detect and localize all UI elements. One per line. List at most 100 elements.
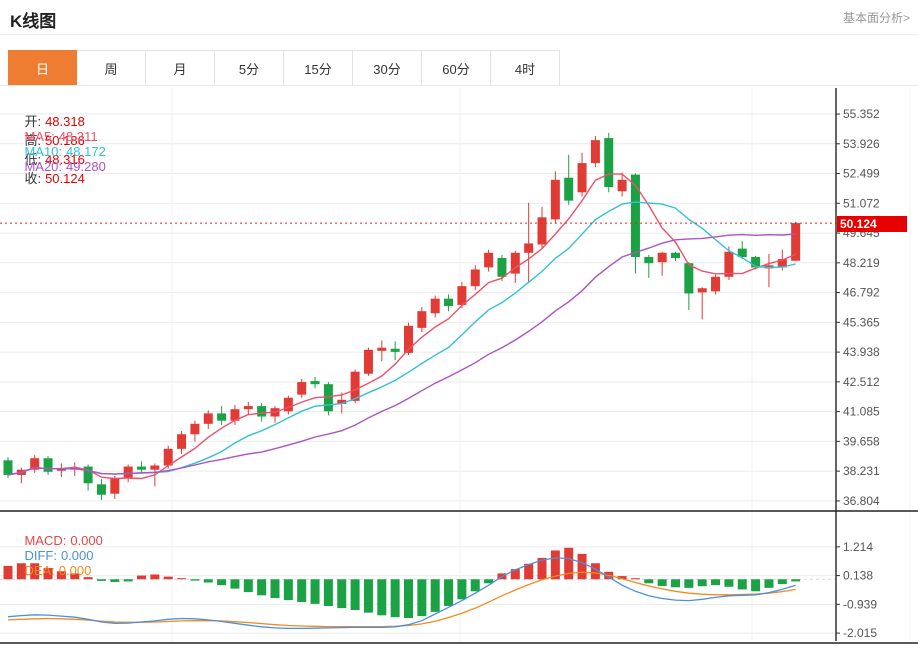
candle-body <box>671 252 680 258</box>
tab-interval-3[interactable]: 5分 <box>215 50 284 86</box>
candle-body <box>217 413 227 421</box>
macd-bar <box>644 579 654 584</box>
candle-body <box>56 468 66 471</box>
candle-body <box>137 466 146 470</box>
candle-body <box>177 434 187 449</box>
macd-bar <box>30 563 40 580</box>
main-axis-label: 46.792 <box>843 286 880 300</box>
candle-body <box>497 257 507 277</box>
macd-bar <box>430 579 440 612</box>
candle-body <box>590 140 600 164</box>
macd-bar <box>764 579 774 588</box>
macd-bar <box>510 569 520 580</box>
candle-body <box>283 397 293 412</box>
main-axis-label: 53.926 <box>843 137 880 151</box>
candle-body <box>43 458 53 472</box>
ohlc-row: 开: 48.318 高: 50.186 低: 48.316 收: 50.124 <box>10 96 107 202</box>
main-axis-label: 45.365 <box>843 315 880 329</box>
candle-body <box>230 409 240 421</box>
macd-bar <box>177 578 187 580</box>
candle-body <box>791 223 801 261</box>
macd-bar <box>83 577 93 580</box>
tab-interval-6[interactable]: 60分 <box>422 50 491 86</box>
page-title: K线图 <box>10 12 57 31</box>
candle-body <box>110 478 120 494</box>
macd-bar <box>630 578 640 580</box>
macd-bar <box>417 579 427 617</box>
macd-bar <box>684 579 694 588</box>
macd-bar <box>484 579 494 584</box>
low-label: 低: <box>24 152 42 167</box>
main-axis-label: 41.085 <box>843 405 880 419</box>
candle-body <box>657 252 667 263</box>
macd-bar <box>697 579 707 587</box>
high-value: 50.186 <box>45 133 85 148</box>
main-axis-label: 42.512 <box>843 375 880 389</box>
ma5-value: 48.311 <box>58 129 98 144</box>
macd-bar <box>163 576 173 580</box>
candle-body <box>3 460 13 475</box>
candle-body <box>203 413 213 424</box>
candle-body <box>163 448 173 466</box>
macd-axis-label: 0.138 <box>843 569 873 583</box>
candle-body <box>484 252 494 268</box>
macd-bar <box>377 579 387 616</box>
macd-bar <box>96 579 106 581</box>
candle-body <box>737 248 747 257</box>
tab-interval-0[interactable]: 日 <box>8 50 77 86</box>
high-label: 高: <box>24 133 42 148</box>
macd-bar <box>110 579 120 582</box>
candle-body <box>724 251 734 277</box>
macd-axis-label: -2.015 <box>843 626 877 640</box>
macd-bar <box>56 571 66 580</box>
macd-bar <box>137 575 146 580</box>
candle-body <box>777 259 787 268</box>
candle-body <box>457 286 467 305</box>
macd-bar <box>217 579 227 586</box>
macd-bar <box>444 579 454 606</box>
macd-bar <box>457 579 467 600</box>
macd-row: MACD: 0.000 DIFF: 0.000 DEA: 0.000 <box>10 518 125 593</box>
candle-body <box>30 458 40 470</box>
diff-line <box>7 557 796 630</box>
ma10-label: MA10: <box>24 144 63 159</box>
close-value: 50.124 <box>45 171 85 186</box>
macd-bar <box>363 579 373 613</box>
macd-bar <box>150 574 160 580</box>
macd-bar <box>310 579 320 604</box>
candle-body <box>644 256 654 264</box>
tab-interval-2[interactable]: 月 <box>146 50 215 86</box>
open-value: 48.318 <box>45 114 85 129</box>
ma20-value: 49.280 <box>66 159 106 174</box>
fundamental-analysis-link[interactable]: 基本面分析> <box>842 11 910 25</box>
tabbar-divider <box>0 85 918 86</box>
candle-body <box>564 177 574 201</box>
macd-bar <box>657 579 667 586</box>
candle-body <box>697 288 707 293</box>
macd-bar <box>337 579 347 609</box>
diff-value: 0.000 <box>60 548 94 563</box>
macd-axis-label: 1.214 <box>843 540 873 554</box>
candle-body <box>257 406 267 417</box>
macd-bar <box>671 579 680 588</box>
dea-label: DEA: <box>24 563 55 578</box>
candle-body <box>550 179 560 220</box>
macd-bar <box>617 576 627 580</box>
macd-bar <box>737 579 747 590</box>
candle-body <box>323 384 333 412</box>
macd-value: 0.000 <box>70 533 103 548</box>
macd-bar <box>577 553 587 580</box>
candle-body <box>310 381 320 385</box>
macd-bar <box>724 579 734 587</box>
candle-body <box>617 179 627 192</box>
macd-bar <box>550 550 560 580</box>
tab-interval-5[interactable]: 30分 <box>353 50 422 86</box>
candle-body <box>150 465 160 470</box>
open-label: 开: <box>24 114 42 129</box>
candle-body <box>430 298 440 314</box>
ma-row: MA5: 48.311 MA10: 48.172 MA20: 49.280 <box>10 114 128 189</box>
candle-body <box>337 399 347 404</box>
macd-bar <box>791 579 801 582</box>
macd-bar <box>43 568 53 580</box>
